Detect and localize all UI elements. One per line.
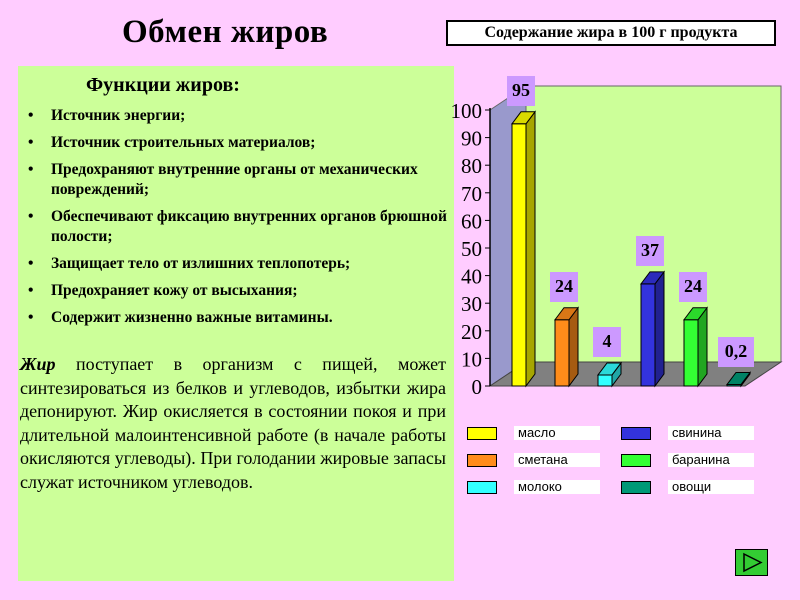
bar-top-2 xyxy=(597,362,622,376)
list-item: Предохраняют внутренние органы от механи… xyxy=(18,160,448,200)
list-item: Источник строительных материалов; xyxy=(18,133,448,153)
legend-label: сметана xyxy=(514,453,600,467)
y-tick-label: 20 xyxy=(461,320,482,344)
list-item: Источник энергии; xyxy=(18,106,448,126)
legend-label: масло xyxy=(514,426,600,440)
paragraph-text: поступает в организм с пищей, может синт… xyxy=(20,354,446,492)
legend-swatch xyxy=(621,481,651,494)
y-tick-label: 40 xyxy=(461,265,482,289)
y-tick-label: 60 xyxy=(461,209,482,233)
list-item: Защищает тело от излишних теплопотерь; xyxy=(18,254,448,274)
y-tick-label: 50 xyxy=(461,237,482,261)
slide-title: Обмен жиров xyxy=(122,14,329,50)
legend-label: баранина xyxy=(668,453,754,467)
legend-swatch xyxy=(621,454,651,467)
bar-value-label: 4 xyxy=(593,326,621,357)
bar-1 xyxy=(554,319,570,387)
functions-heading: Функции жиров: xyxy=(86,74,240,96)
y-tick-label: 100 xyxy=(451,99,483,123)
legend-swatch xyxy=(467,427,497,440)
bar-0 xyxy=(511,123,527,387)
bar-value-label: 37 xyxy=(636,235,664,266)
bar-top-3 xyxy=(640,271,665,285)
next-slide-button[interactable] xyxy=(735,549,768,576)
bar-value-label: 95 xyxy=(507,75,535,106)
y-tick-label: 80 xyxy=(461,154,482,178)
next-slide-icon xyxy=(743,552,763,573)
bar-chart: 0 10 20 30 40 50 60 70 80 90 100 xyxy=(451,85,783,399)
list-item: Предохраняет кожу от высыхания; xyxy=(18,281,448,301)
bar-side-0 xyxy=(525,110,536,388)
bar-top-1 xyxy=(554,307,579,321)
text-panel: Функции жиров: Источник энергии; Источни… xyxy=(18,66,454,581)
bar-side-1 xyxy=(568,306,579,388)
bar-top-0 xyxy=(511,111,536,125)
y-tick-label: 10 xyxy=(461,347,482,371)
y-tick-label: 90 xyxy=(461,127,482,151)
legend-swatch xyxy=(467,481,497,494)
legend-label: молоко xyxy=(514,480,600,494)
functions-list: Источник энергии; Источник строительных … xyxy=(18,106,448,335)
list-item: Содержит жизненно важные витамины. xyxy=(18,308,448,328)
bar-value-label: 24 xyxy=(679,271,707,302)
bar-value-label: 24 xyxy=(550,271,578,302)
bar-3 xyxy=(640,283,656,387)
list-item: Обеспечивают фиксацию внутренних органов… xyxy=(18,207,448,247)
bar-top-4 xyxy=(683,307,708,321)
legend-label: овощи xyxy=(668,480,754,494)
paragraph-lead: Жир xyxy=(20,354,56,374)
legend-swatch xyxy=(467,454,497,467)
y-tick-label: 70 xyxy=(461,182,482,206)
chart-title: Содержание жира в 100 г продукта xyxy=(446,20,776,46)
fat-paragraph: Жир поступает в организм с пищей, может … xyxy=(20,353,446,494)
bar-top-5 xyxy=(726,372,751,385)
bar-2 xyxy=(597,374,613,387)
bar-side-3 xyxy=(654,270,665,388)
y-tick-label: 0 xyxy=(472,375,483,399)
bar-value-label: 0,2 xyxy=(718,336,754,367)
y-tick-label: 30 xyxy=(461,292,482,316)
legend-label: свинина xyxy=(668,426,754,440)
bar-4 xyxy=(683,319,699,387)
legend-swatch xyxy=(621,427,651,440)
bar-side-4 xyxy=(697,306,708,388)
